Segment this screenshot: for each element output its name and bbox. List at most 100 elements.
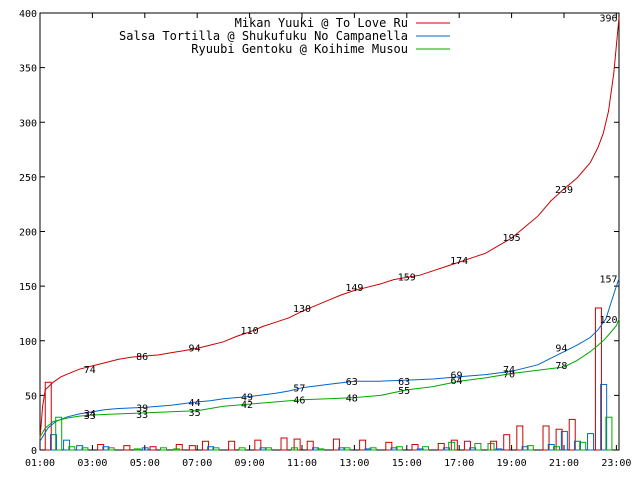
series-0-value-label: 159 (398, 272, 416, 283)
x-tick-label: 07:00 (182, 458, 212, 469)
series-1-value-label: 34 (84, 409, 96, 420)
series-2-bar (68, 446, 76, 451)
series-0-value-label: 396 (599, 13, 617, 24)
series-2-bar (487, 442, 495, 451)
series-2-value-label: 33 (84, 411, 96, 422)
y-tick-label: 400 (19, 9, 37, 20)
series-1-value-label: 49 (241, 392, 253, 403)
series-2-bar (422, 446, 430, 451)
series-0-bar (97, 444, 105, 451)
x-tick-label: 09:00 (235, 458, 265, 469)
series-0-bar (594, 307, 602, 451)
series-1-value-label: 39 (136, 403, 148, 414)
x-tick-label: 05:00 (130, 458, 160, 469)
series-2-bar (81, 447, 89, 451)
series-2-bar (395, 446, 403, 451)
series-0-bar (149, 446, 157, 451)
series-2-value-label: 33 (136, 410, 148, 421)
series-2-bar (369, 447, 377, 451)
series-1-bar (416, 448, 424, 451)
series-2-bar (160, 447, 168, 451)
series-1-bar (364, 448, 372, 451)
x-tick-label: 21:00 (549, 458, 579, 469)
series-1-bar (442, 447, 450, 451)
x-tick-label: 11:00 (287, 458, 317, 469)
y-tick-label: 50 (25, 391, 37, 402)
series-1-bar (102, 446, 110, 451)
series-0-bar (359, 439, 367, 451)
bars-layer (44, 307, 613, 451)
series-1-value-label: 63 (398, 377, 410, 388)
series-2-bar (133, 448, 141, 451)
series-0-value-label: 74 (84, 365, 96, 376)
series-0-bar (123, 445, 131, 451)
y-tick-label: 250 (19, 173, 37, 184)
series-2-value-label: 42 (241, 400, 253, 411)
legend-label: Mikan Yuuki @ To Love Ru (235, 16, 408, 30)
series-2-bar (579, 441, 587, 451)
series-1-bar (390, 447, 398, 451)
series-1-value-label: 63 (346, 377, 358, 388)
series-0-value-label: 130 (293, 304, 311, 315)
legend-label: Ryuubi Gentoku @ Koihime Musou (191, 42, 408, 56)
series-2-bar (526, 445, 534, 451)
series-2-value-label: 55 (398, 386, 410, 397)
series-1-bar (547, 444, 555, 451)
y-tick-label: 150 (19, 282, 37, 293)
x-tick-label: 19:00 (497, 458, 527, 469)
y-tick-label: 100 (19, 337, 37, 348)
series-2-bar (212, 447, 220, 451)
series-2-bar (291, 447, 299, 451)
series-2-value-label: 78 (555, 361, 567, 372)
series-1-bar (259, 447, 267, 451)
series-2-bar (605, 416, 613, 451)
y-tick-label: 200 (19, 228, 37, 239)
series-1-bar (338, 447, 346, 451)
series-2-value-label: 64 (451, 376, 463, 387)
x-tick-label: 23:00 (601, 458, 631, 469)
series-0-bar (188, 445, 196, 451)
series-0-bar (542, 425, 550, 451)
x-tick-label: 03:00 (77, 458, 107, 469)
series-2-bar (553, 446, 561, 451)
series-1-bar (63, 439, 71, 451)
series-0-value-label: 239 (555, 185, 573, 196)
series-1-bar (587, 433, 595, 451)
series-1-value-label: 44 (189, 398, 201, 409)
legend-label: Salsa Tortilla @ Shukufuku No Campanella (119, 29, 408, 43)
series-0-value-label: 149 (345, 283, 363, 294)
series-1-value-label: 74 (503, 365, 515, 376)
series-0-bar (332, 438, 340, 451)
series-2-bar (317, 448, 325, 451)
series-2-bar (55, 416, 63, 451)
series-2-value-label: 46 (293, 396, 305, 407)
series-2-value-label: 35 (189, 408, 201, 419)
series-2-bar (343, 447, 351, 451)
series-2-bar (238, 447, 246, 451)
series-2-value-label: 120 (599, 315, 617, 326)
lines-layer (39, 17, 620, 442)
series-0-value-label: 110 (241, 326, 259, 337)
series-0-bar (411, 444, 419, 451)
series-2-value-label: 48 (346, 394, 358, 405)
labels-layer: 74 86 94 110 130 149 159 174 195 239 396 34 39 44 49 57… (84, 13, 618, 422)
series-0-bar (516, 425, 524, 451)
series-0-bar (254, 439, 262, 451)
series-1-bar (573, 440, 581, 451)
series-0-bar (280, 437, 288, 451)
series-2-value-label: 70 (503, 370, 515, 381)
y-tick-label: 0 (31, 446, 37, 457)
series-0-bar (568, 418, 576, 451)
series-0-bar (44, 381, 52, 451)
y-tick-label: 300 (19, 118, 37, 129)
series-1-line (39, 278, 620, 442)
series-0-bar (503, 434, 511, 451)
x-tick-label: 01:00 (25, 458, 55, 469)
series-0-bar (306, 440, 314, 451)
series-0-bar (385, 441, 393, 451)
series-1-value-label: 57 (293, 384, 305, 395)
series-0-bar (437, 442, 445, 451)
series-1-bar (49, 434, 57, 451)
series-0-value-label: 174 (450, 256, 468, 267)
